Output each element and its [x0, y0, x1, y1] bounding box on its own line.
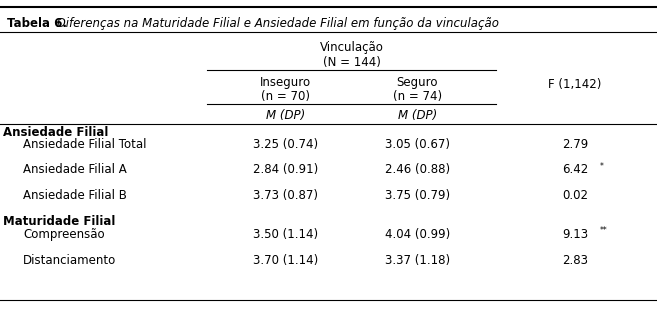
- Text: 9.13: 9.13: [562, 228, 588, 241]
- Text: *: *: [600, 162, 604, 171]
- Text: 0.02: 0.02: [562, 189, 588, 202]
- Text: Seguro: Seguro: [396, 76, 438, 89]
- Text: 3.05 (0.67): 3.05 (0.67): [385, 138, 449, 150]
- Text: M (DP): M (DP): [266, 109, 306, 122]
- Text: Maturidade Filial: Maturidade Filial: [3, 215, 116, 228]
- Text: 2.46 (0.88): 2.46 (0.88): [384, 163, 450, 176]
- Text: Ansiedade Filial B: Ansiedade Filial B: [23, 189, 127, 202]
- Text: 4.04 (0.99): 4.04 (0.99): [384, 228, 450, 241]
- Text: (N = 144): (N = 144): [323, 56, 380, 69]
- Text: 6.42: 6.42: [562, 163, 588, 176]
- Text: 3.37 (1.18): 3.37 (1.18): [384, 254, 450, 267]
- Text: Ansiedade Filial Total: Ansiedade Filial Total: [23, 138, 147, 150]
- Text: Diferenças na Maturidade Filial e Ansiedade Filial em função da vinculação: Diferenças na Maturidade Filial e Ansied…: [53, 17, 499, 30]
- Text: Vinculação: Vinculação: [319, 41, 384, 54]
- Text: Compreensão: Compreensão: [23, 228, 104, 241]
- Text: Ansiedade Filial A: Ansiedade Filial A: [23, 163, 127, 176]
- Text: 2.84 (0.91): 2.84 (0.91): [253, 163, 319, 176]
- Text: M (DP): M (DP): [397, 109, 437, 122]
- Text: 3.73 (0.87): 3.73 (0.87): [254, 189, 318, 202]
- Text: **: **: [600, 226, 608, 235]
- Text: (n = 74): (n = 74): [393, 90, 442, 103]
- Text: 3.25 (0.74): 3.25 (0.74): [253, 138, 319, 150]
- Text: F (1,142): F (1,142): [548, 78, 602, 91]
- Text: 3.75 (0.79): 3.75 (0.79): [384, 189, 450, 202]
- Text: 3.50 (1.14): 3.50 (1.14): [253, 228, 319, 241]
- Text: Distanciamento: Distanciamento: [23, 254, 116, 267]
- Text: (n = 70): (n = 70): [261, 90, 310, 103]
- Text: Inseguro: Inseguro: [260, 76, 311, 89]
- Text: 2.83: 2.83: [562, 254, 588, 267]
- Text: Tabela 6.: Tabela 6.: [7, 17, 66, 30]
- Text: 3.70 (1.14): 3.70 (1.14): [253, 254, 319, 267]
- Text: Ansiedade Filial: Ansiedade Filial: [3, 126, 108, 139]
- Text: 2.79: 2.79: [562, 138, 588, 150]
